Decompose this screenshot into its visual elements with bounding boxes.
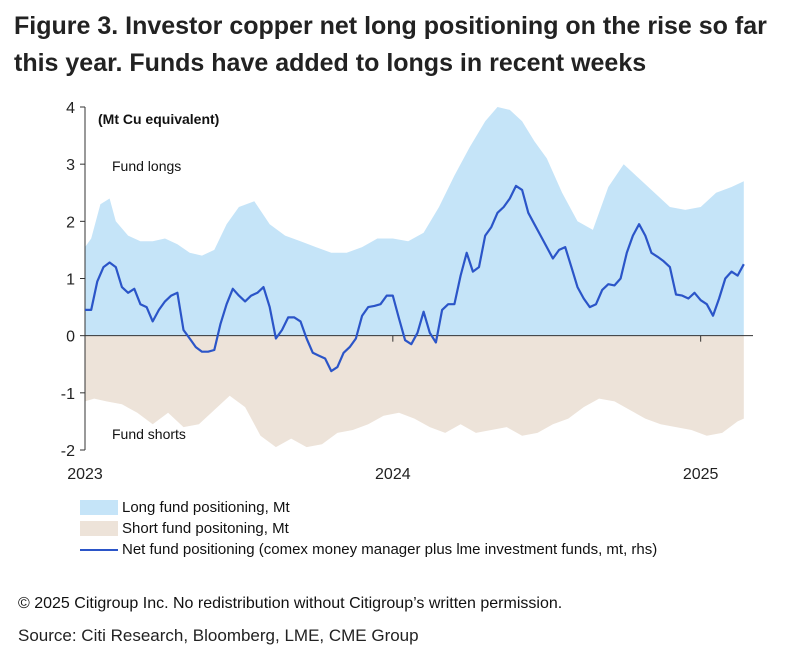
source-note: Source: Citi Research, Bloomberg, LME, C… [18,626,419,645]
y-tick-label: -1 [61,386,75,403]
x-tick-label: 2024 [375,466,411,483]
unit-label: (Mt Cu equivalent) [98,111,219,127]
axis-layer [80,106,753,451]
long-positioning-area [85,107,744,336]
legend-label-short: Short fund positoning, Mt [122,520,289,537]
y-tick-label: 0 [66,329,75,346]
net-positioning-line [85,184,745,373]
legend: Long fund positioning, Mt Short fund pos… [80,497,657,560]
short-positioning-area [85,335,744,448]
y-tick-label: 1 [66,272,75,289]
chart-title: Figure 3. Investor copper net long posit… [14,12,767,77]
legend-item-long: Long fund positioning, Mt [80,497,657,518]
chart-plot: 4 3 2 1 0 -1 -2 2023 2024 2025 (Mt Cu equivalent… [61,100,753,483]
x-tick-labels: 2023 2024 2025 [67,466,718,483]
y-tick-label: -2 [61,443,75,460]
legend-swatch-net [80,548,118,551]
area-layer [85,107,744,448]
x-tick-label: 2023 [67,466,103,483]
legend-swatch-long [80,500,118,515]
line-layer [85,184,745,373]
legend-swatch-short [80,521,118,536]
copyright-note: © 2025 Citigroup Inc. No redistribution … [18,595,563,612]
fund-shorts-annotation: Fund shorts [112,426,186,442]
fund-longs-annotation: Fund longs [112,158,181,174]
legend-label-net: Net fund positioning (comex money manage… [122,541,658,558]
y-tick-label: 3 [66,157,75,174]
y-tick-label: 2 [66,214,75,231]
x-tick-label: 2025 [683,466,719,483]
legend-item-short: Short fund positoning, Mt [80,518,657,539]
y-tick-labels: 4 3 2 1 0 -1 -2 [61,100,75,460]
legend-item-net: Net fund positioning (comex money manage… [80,539,657,560]
y-tick-label: 4 [66,100,75,117]
legend-label-long: Long fund positioning, Mt [122,499,290,516]
